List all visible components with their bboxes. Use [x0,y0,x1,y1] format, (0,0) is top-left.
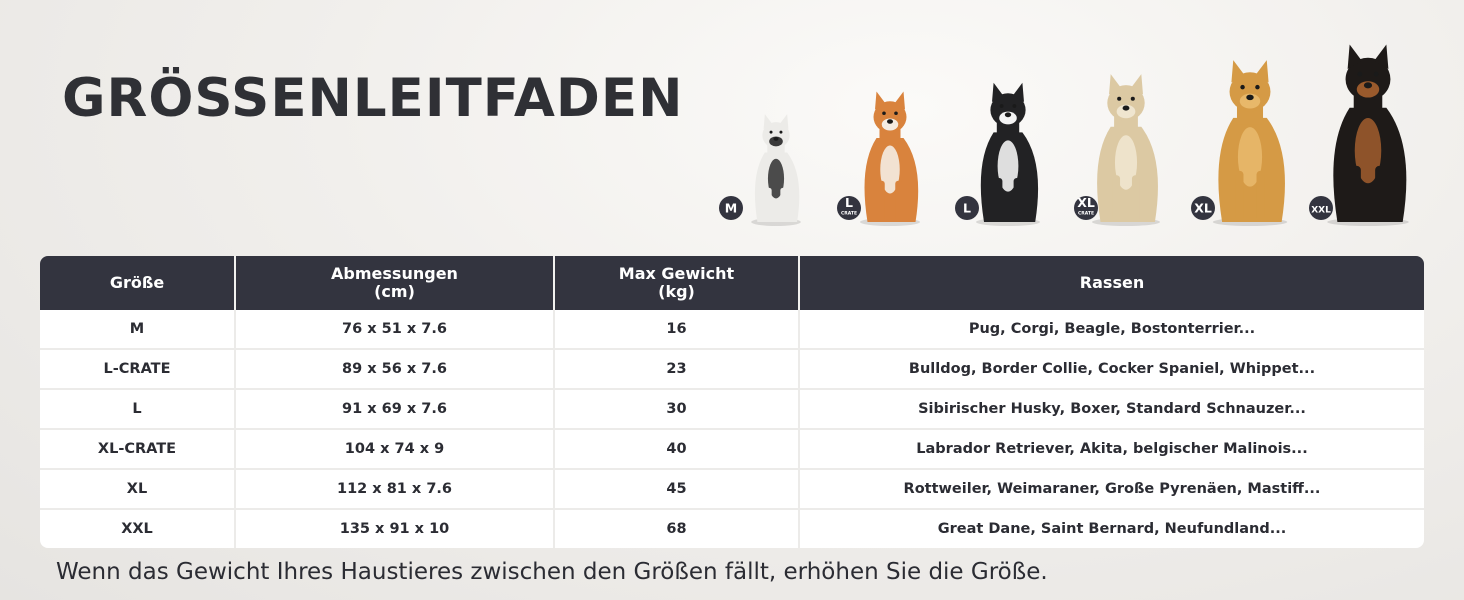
size-cell: XXL [40,509,236,548]
dimensions-cell: 89 x 56 x 7.6 [235,349,555,390]
dimensions-cell: 135 x 91 x 10 [235,509,555,548]
page-title: GRÖSSENLEITFADEN [62,68,684,129]
weight-cell: 30 [554,389,800,430]
size-cell: XL-CRATE [40,429,236,470]
size-cell: L-CRATE [40,349,236,390]
size-badge-label: M [725,201,737,216]
dimensions-cell: 104 x 74 x 9 [235,429,555,470]
weight-cell: 68 [554,509,800,548]
dog-size-illustrations: M L CRATE L XL CRATE XL XXL [0,0,1464,240]
size-badge: L [955,196,979,220]
size-note: Wenn das Gewicht Ihres Haustieres zwisch… [56,559,1048,585]
dimensions-cell: 76 x 51 x 7.6 [235,310,555,350]
size-badge-sublabel: CRATE [1078,211,1094,217]
breeds-cell: Bulldog, Border Collie, Cocker Spaniel, … [799,349,1424,390]
size-badge-label: XL [1194,201,1212,216]
size-badge: M [719,196,743,220]
shiba-inu-icon [860,91,920,226]
header-max-weight: Max Gewicht (kg) [554,256,800,310]
size-badge-label: L [845,195,853,210]
breeds-cell: Labrador Retriever, Akita, belgischer Ma… [799,429,1424,470]
breeds-cell: Great Dane, Saint Bernard, Neufundland..… [799,509,1424,548]
french-bulldog-icon [751,114,801,226]
header-breeds: Rassen [799,256,1424,310]
size-badge-label: XXL [1311,206,1331,216]
border-collie-icon [976,82,1040,226]
header-size: Größe [40,256,236,310]
size-badge: XL [1191,196,1215,220]
size-cell: L [40,389,236,430]
size-badge: XXL [1309,196,1333,220]
size-cell: XL [40,469,236,510]
weight-cell: 23 [554,349,800,390]
weight-cell: 45 [554,469,800,510]
labrador-icon [1092,74,1160,226]
table-row: L 91 x 69 x 7.6 30 Sibirischer Husky, Boxer… [40,389,1424,430]
doberman-icon [1327,44,1409,226]
table-row: L-CRATE 89 x 56 x 7.6 23 Bulldog, Border Co… [40,349,1424,390]
size-cell: M [40,310,236,350]
table-header-row: Größe Abmessungen (cm) Max Gewicht (kg) … [40,256,1424,310]
size-badge-label: L [963,201,971,216]
size-badge-sublabel: CRATE [841,211,857,217]
golden-retriever-icon [1212,60,1288,226]
size-badge-label: XL [1077,195,1095,210]
table-row: XL-CRATE 104 x 74 x 9 40 Labrador Retriever… [40,429,1424,470]
dimensions-cell: 112 x 81 x 7.6 [235,469,555,510]
dimensions-cell: 91 x 69 x 7.6 [235,389,555,430]
weight-cell: 40 [554,429,800,470]
breeds-cell: Sibirischer Husky, Boxer, Standard Schna… [799,389,1424,430]
table-row: XL 112 x 81 x 7.6 45 Rottweiler, Weimaraner… [40,469,1424,510]
breeds-cell: Pug, Corgi, Beagle, Bostonterrier... [799,310,1424,350]
header-dimensions: Abmessungen (cm) [235,256,555,310]
breeds-cell: Rottweiler, Weimaraner, Große Pyrenäen, … [799,469,1424,510]
table-row: M 76 x 51 x 7.6 16 Pug, Corgi, Beagle, Bost… [40,310,1424,350]
table-row: XXL 135 x 91 x 10 68 Great Dane, Saint Bern… [40,509,1424,548]
weight-cell: 16 [554,310,800,350]
size-table: Größe Abmessungen (cm) Max Gewicht (kg) … [40,256,1424,548]
